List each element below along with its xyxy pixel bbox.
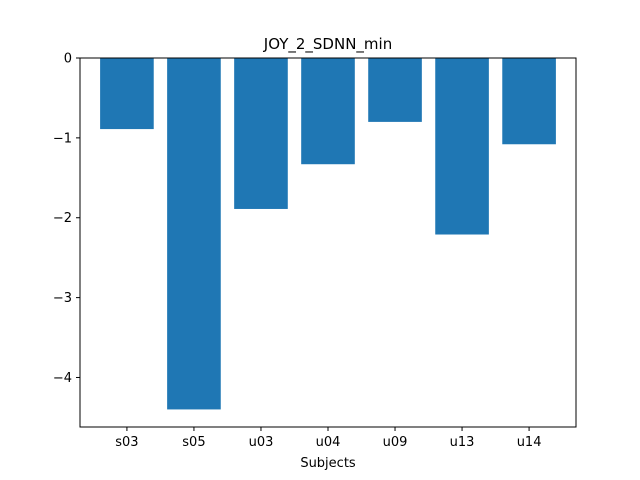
bar-u09 bbox=[368, 58, 422, 122]
bar-u03 bbox=[234, 58, 288, 209]
y-tick-label: −3 bbox=[53, 291, 72, 306]
x-tick-label-s03: s03 bbox=[115, 435, 138, 450]
x-tick-label-u09: u09 bbox=[383, 435, 408, 450]
chart-title: JOY_2_SDNN_min bbox=[263, 35, 392, 54]
x-tick-label-u03: u03 bbox=[249, 435, 274, 450]
x-tick-label-u04: u04 bbox=[316, 435, 341, 450]
y-tick-label: −4 bbox=[53, 371, 72, 386]
x-axis: s03 s05 u03 u04 u09 u13 u14 bbox=[115, 427, 541, 450]
x-axis-label: Subjects bbox=[300, 456, 356, 471]
y-tick-label: −1 bbox=[53, 131, 72, 146]
y-tick-label: 0 bbox=[64, 52, 72, 67]
bar-u04 bbox=[301, 58, 355, 165]
x-tick-label-u14: u14 bbox=[517, 435, 542, 450]
bars-group bbox=[100, 58, 556, 410]
bar-s03 bbox=[100, 58, 154, 130]
x-tick-label-s05: s05 bbox=[182, 435, 205, 450]
bar-s05 bbox=[167, 58, 221, 410]
y-tick-label: −2 bbox=[53, 211, 72, 226]
bar-u13 bbox=[435, 58, 489, 235]
x-tick-label-u13: u13 bbox=[450, 435, 475, 450]
y-axis: 0 −1 −2 −3 −4 bbox=[53, 52, 80, 386]
bar-u14 bbox=[502, 58, 556, 145]
